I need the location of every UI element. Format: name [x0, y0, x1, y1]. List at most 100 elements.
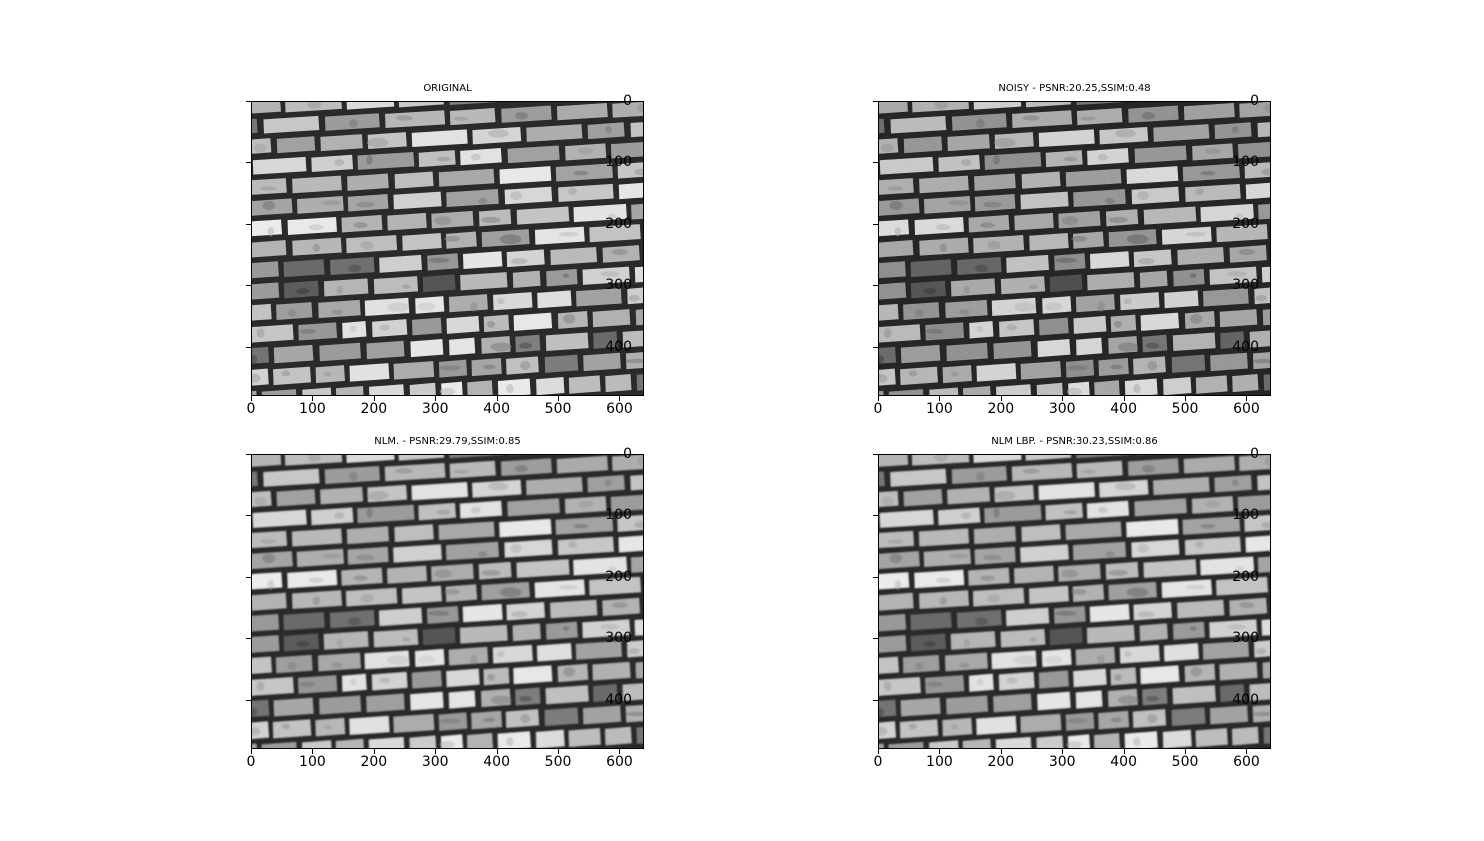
x-tick	[939, 396, 941, 401]
y-tick	[873, 223, 878, 225]
x-tick	[1185, 396, 1187, 401]
y-tick-label: 200	[605, 568, 632, 585]
brick-wall-image	[251, 454, 644, 749]
x-tick	[1185, 749, 1187, 754]
panel-nlm: NLM. - PSNR:29.79,SSIM:0.85 0 100 200 300 40…	[246, 436, 644, 770]
x-tick	[1000, 749, 1002, 754]
y-tick	[873, 162, 878, 164]
panel-original: ORIGINAL 0 100 200 300 400 0 100 200 300 400 500 60…	[246, 83, 644, 417]
x-tick	[373, 396, 375, 401]
x-tick-label: 400	[483, 754, 510, 770]
x-tick-label: 600	[1233, 401, 1260, 417]
x-tick-label: 0	[873, 754, 883, 770]
x-tick-label: 400	[1110, 754, 1137, 770]
y-tick-label: 200	[1232, 215, 1259, 232]
y-tick-label: 0	[1250, 446, 1259, 462]
x-tick-label: 600	[1233, 754, 1260, 770]
x-tick	[435, 749, 437, 754]
y-tick	[873, 638, 878, 640]
x-tick	[496, 396, 498, 401]
x-tick	[1062, 749, 1064, 754]
y-tick	[873, 454, 878, 455]
y-tick	[246, 699, 251, 701]
y-tick-label: 200	[1232, 568, 1259, 585]
y-tick	[873, 699, 878, 701]
y-tick-label: 400	[1232, 338, 1259, 355]
y-tick	[873, 576, 878, 578]
x-tick	[878, 749, 879, 754]
x-tick	[1123, 749, 1125, 754]
brick-wall-image	[251, 101, 644, 396]
x-tick	[878, 396, 879, 401]
x-tick-label: 500	[544, 754, 572, 770]
x-tick-label: 0	[246, 754, 256, 770]
x-tick	[558, 749, 560, 754]
y-tick-label: 300	[1232, 277, 1259, 294]
brick-wall-image	[878, 101, 1271, 396]
y-tick-label: 400	[605, 691, 632, 708]
y-tick	[246, 162, 251, 164]
x-tick	[619, 749, 621, 754]
y-tick	[246, 515, 251, 517]
x-tick-label: 400	[1110, 401, 1137, 417]
y-tick	[873, 101, 878, 102]
panel-title: NLM. - PSNR:29.79,SSIM:0.85	[374, 436, 521, 447]
panel-noisy: NOISY - PSNR:20.25,SSIM:0.48 0 100 200 300 4…	[873, 83, 1271, 417]
x-tick-label: 0	[873, 401, 883, 417]
x-tick-label: 0	[246, 401, 256, 417]
x-tick-label: 300	[1048, 401, 1076, 417]
x-tick-label: 300	[421, 754, 449, 770]
x-tick	[619, 396, 621, 401]
x-tick	[435, 396, 437, 401]
panel-title: ORIGINAL	[423, 83, 472, 94]
y-tick	[246, 285, 251, 287]
y-tick	[246, 576, 251, 578]
x-tick-label: 600	[606, 401, 633, 417]
x-tick-label: 500	[1171, 754, 1199, 770]
y-tick-label: 100	[1232, 507, 1259, 524]
x-tick-label: 200	[360, 754, 388, 770]
brick-wall-image	[878, 454, 1271, 749]
x-tick	[1246, 749, 1248, 754]
x-tick	[496, 749, 498, 754]
x-tick	[312, 749, 314, 754]
x-tick	[251, 749, 252, 754]
x-tick	[1246, 396, 1248, 401]
y-tick	[873, 515, 878, 517]
x-tick-label: 100	[926, 401, 953, 417]
panel-title: NLM LBP. - PSNR:30.23,SSIM:0.86	[991, 436, 1158, 447]
y-tick-label: 100	[605, 507, 632, 524]
y-tick-label: 0	[623, 446, 632, 462]
y-tick-label: 0	[1250, 93, 1259, 109]
y-tick	[246, 638, 251, 640]
y-tick-label: 100	[605, 154, 632, 171]
y-tick	[873, 285, 878, 287]
x-tick	[558, 396, 560, 401]
y-tick	[246, 101, 251, 102]
x-tick-label: 100	[299, 401, 326, 417]
x-tick-label: 200	[987, 401, 1015, 417]
x-tick-label: 100	[299, 754, 326, 770]
y-tick-label: 100	[1232, 154, 1259, 171]
x-tick	[1123, 396, 1125, 401]
y-tick	[246, 223, 251, 225]
x-tick	[312, 396, 314, 401]
y-tick	[873, 346, 878, 348]
x-tick-label: 300	[1048, 754, 1076, 770]
y-tick-label: 200	[605, 215, 632, 232]
x-tick	[251, 396, 252, 401]
y-tick-label: 0	[623, 93, 632, 109]
y-tick-label: 300	[1232, 630, 1259, 647]
x-tick	[373, 749, 375, 754]
y-tick-label: 300	[605, 277, 632, 294]
x-tick	[1000, 396, 1002, 401]
x-tick-label: 600	[606, 754, 633, 770]
x-tick-label: 500	[544, 401, 572, 417]
x-tick-label: 200	[987, 754, 1015, 770]
x-tick-label: 400	[483, 401, 510, 417]
x-tick-label: 200	[360, 401, 388, 417]
panel-nlm-lbp: NLM LBP. - PSNR:30.23,SSIM:0.86 0 100 200 3…	[873, 436, 1271, 770]
x-tick-label: 500	[1171, 401, 1199, 417]
y-tick-label: 300	[605, 630, 632, 647]
